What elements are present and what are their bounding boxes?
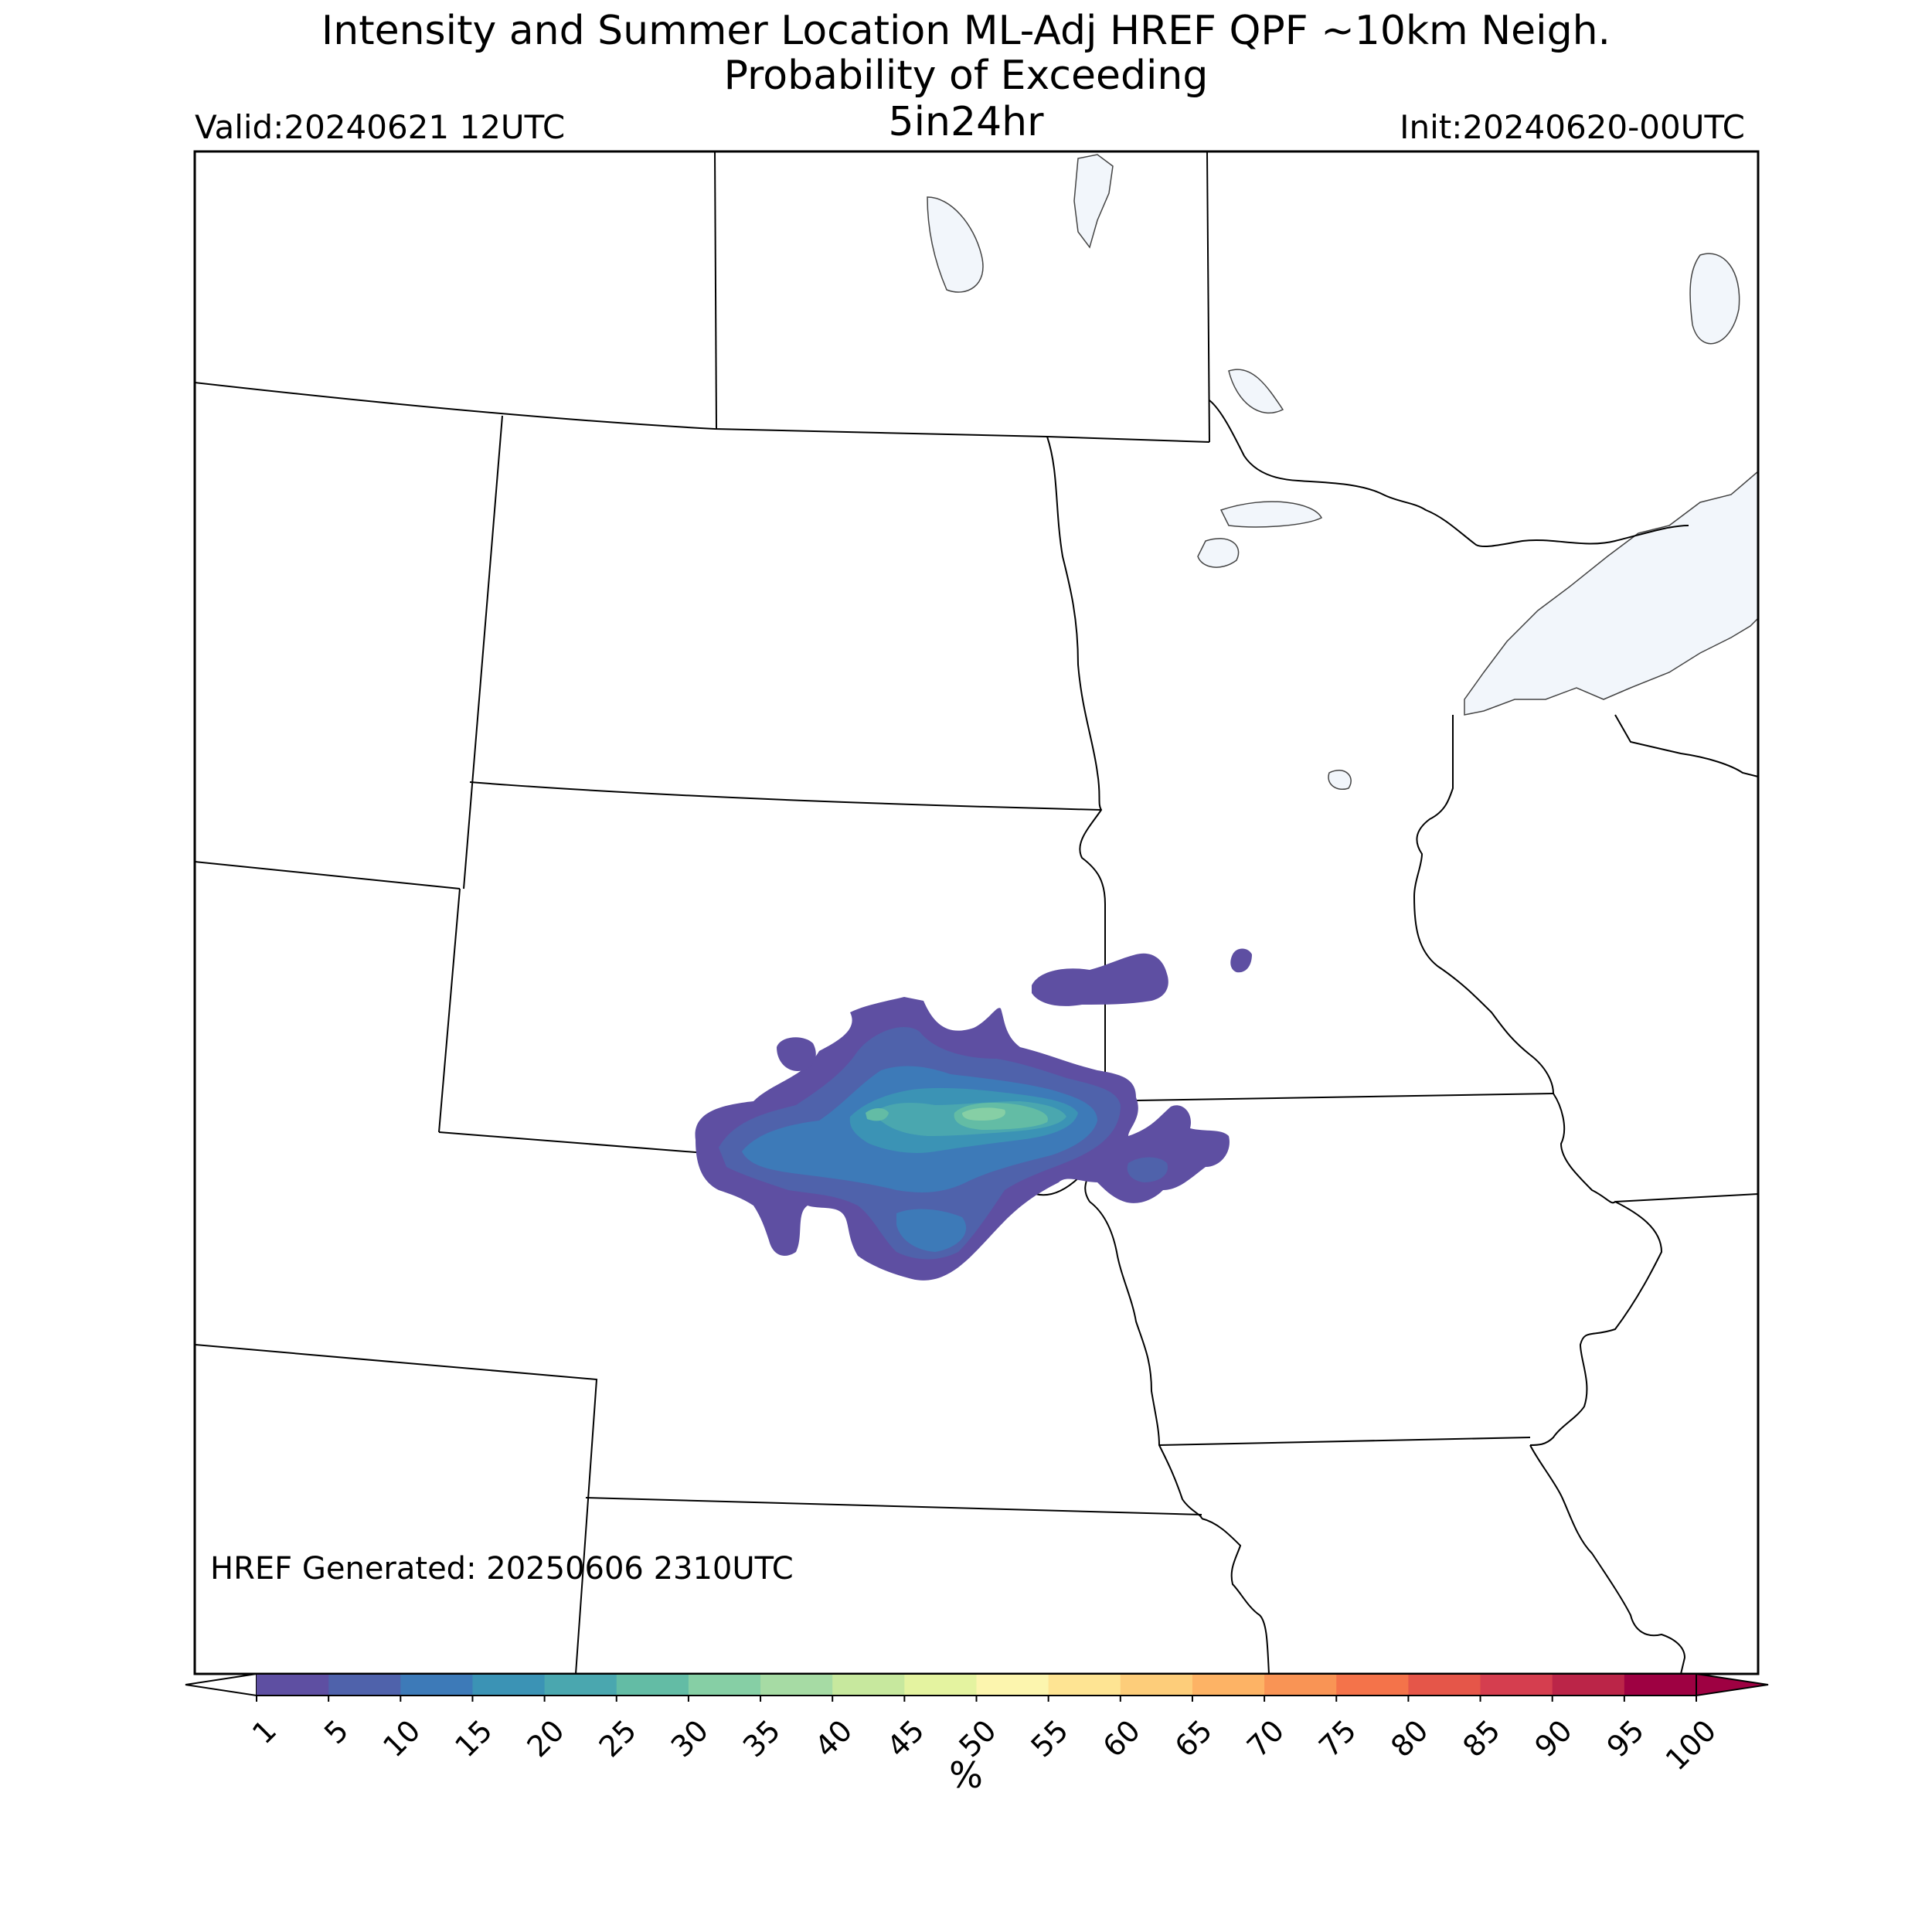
probability-field bbox=[695, 948, 1252, 1281]
border-il-mo bbox=[1529, 1444, 1686, 1675]
lake-manitoba bbox=[927, 196, 984, 293]
colorbar-swatch-4 bbox=[544, 1674, 617, 1696]
border-ne-ks bbox=[585, 1497, 1202, 1515]
probability-contour-12 bbox=[962, 1107, 1005, 1121]
border-mt-wy bbox=[194, 861, 461, 889]
colorbar-swatch-19 bbox=[1624, 1674, 1697, 1696]
colorbar-swatch-3 bbox=[472, 1674, 546, 1696]
border-red-river bbox=[1046, 436, 1106, 1101]
border-sask-manitoba bbox=[714, 151, 717, 430]
border-wi-il bbox=[1614, 1193, 1759, 1202]
border-ne-ia bbox=[1089, 1201, 1202, 1519]
colorbar-swatch-1 bbox=[328, 1674, 401, 1696]
lake-nw-ontario bbox=[1689, 253, 1740, 345]
border-rainy-river bbox=[1209, 400, 1689, 548]
colorbar-swatch-2 bbox=[400, 1674, 473, 1696]
probability-contour-5 bbox=[1127, 1157, 1168, 1182]
border-nd-sd bbox=[469, 781, 1102, 811]
lake-small-1 bbox=[1219, 501, 1323, 528]
valid-time-label: Valid:20240621 12UTC bbox=[195, 108, 566, 146]
border-mt-nd bbox=[463, 415, 503, 889]
lake-small-2 bbox=[1228, 369, 1284, 414]
chart-title-threshold: 5in24hr bbox=[888, 99, 1044, 145]
border-ia-east bbox=[1529, 1093, 1663, 1446]
colorbar-swatch-10 bbox=[976, 1674, 1049, 1696]
generated-time-label: HREF Generated: 20250606 2310UTC bbox=[210, 1551, 794, 1587]
map-panel bbox=[193, 150, 1760, 1675]
border-wi-mi bbox=[1614, 714, 1759, 777]
colorbar-swatch-15 bbox=[1336, 1674, 1409, 1696]
colorbar-swatch-6 bbox=[688, 1674, 761, 1696]
colorbar-swatch-12 bbox=[1120, 1674, 1193, 1696]
border-canada-us bbox=[194, 382, 1210, 443]
border-sd-wy bbox=[438, 888, 461, 1133]
state-borders bbox=[194, 151, 1759, 1675]
border-manitoba-ontario bbox=[1206, 151, 1210, 443]
colorbar-tick-label-0: 1 bbox=[246, 1713, 283, 1750]
water-bodies bbox=[927, 154, 1759, 790]
colorbar-tick-label-1: 5 bbox=[318, 1713, 355, 1750]
border-ks-mo bbox=[1201, 1518, 1270, 1675]
colorbar-swatch-17 bbox=[1480, 1674, 1553, 1696]
colorbar-over-arrow bbox=[1696, 1672, 1769, 1697]
colorbar-swatch-11 bbox=[1048, 1674, 1121, 1696]
colorbar: 1 5 10 15 20 25 30 35 40 45 50 55 60 65 70 75 80 85 90 95 10… bbox=[185, 1672, 1769, 1777]
border-co-wy-ne bbox=[194, 1344, 598, 1675]
map-background bbox=[195, 151, 1758, 1674]
lake-superior bbox=[1464, 470, 1759, 716]
chart-title-line2: Probability of Exceeding bbox=[723, 53, 1209, 99]
colorbar-swatch-8 bbox=[832, 1674, 905, 1696]
colorbar-swatch-5 bbox=[616, 1674, 689, 1696]
border-mn-ia bbox=[1089, 1093, 1554, 1102]
colorbar-swatch-0 bbox=[257, 1674, 329, 1696]
colorbar-swatch-18 bbox=[1552, 1674, 1625, 1696]
colorbar-swatch-16 bbox=[1408, 1674, 1481, 1696]
init-time-label: Init:20240620-00UTC bbox=[1400, 108, 1745, 146]
colorbar-unit-label: % bbox=[949, 1754, 983, 1796]
colorbar-under-arrow bbox=[185, 1672, 257, 1697]
colorbar-swatch-7 bbox=[760, 1674, 833, 1696]
lake-small-3 bbox=[1328, 770, 1352, 790]
probability-contour-7 bbox=[896, 1209, 967, 1252]
colorbar-swatch-13 bbox=[1192, 1674, 1265, 1696]
colorbar-swatch-9 bbox=[904, 1674, 977, 1696]
probability-contour-1 bbox=[777, 1037, 816, 1071]
lake-winnipeg bbox=[1073, 154, 1114, 249]
border-mn-wi bbox=[1413, 715, 1554, 1094]
chart-title-line1: Intensity and Summer Location ML-Adj HRE… bbox=[321, 8, 1611, 54]
probability-contour-3 bbox=[1230, 948, 1252, 973]
colorbar-swatch-14 bbox=[1264, 1674, 1337, 1696]
probability-contour-2 bbox=[1032, 953, 1168, 1006]
border-ia-mo bbox=[1158, 1437, 1531, 1446]
probability-contour-11 bbox=[866, 1108, 889, 1121]
lake-red bbox=[1197, 538, 1240, 568]
